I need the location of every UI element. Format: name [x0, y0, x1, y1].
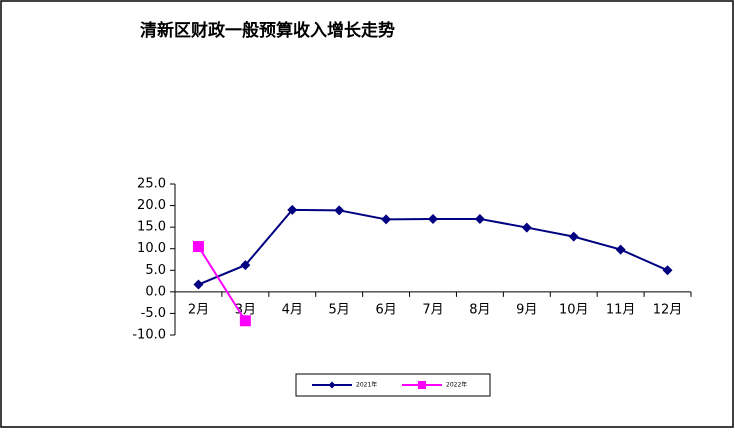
marker [193, 279, 204, 290]
x-tick-label: 10月 [559, 302, 589, 317]
marker [328, 381, 336, 389]
legend-label: 2022年 [446, 381, 467, 389]
marker [381, 214, 392, 225]
y-tick-label: 20.0 [137, 198, 166, 213]
chart-title: 清新区财政一般预算收入增长走势 [140, 20, 395, 41]
marker [287, 204, 298, 215]
x-tick-label: 5月 [329, 302, 350, 317]
y-tick-label: -10.0 [132, 328, 166, 343]
marker [428, 213, 438, 224]
y-tick-label: -5.0 [141, 306, 166, 321]
x-tick-label: 2月 [188, 302, 209, 317]
marker [662, 265, 673, 276]
y-tick-label: 15.0 [137, 220, 166, 235]
y-tick-label: 10.0 [137, 241, 166, 256]
marker [615, 244, 626, 255]
y-tick-label: 5.0 [145, 263, 166, 278]
marker [240, 260, 251, 271]
x-tick-label: 12月 [653, 302, 683, 317]
x-tick-label: 9月 [516, 302, 537, 317]
x-tick-label: 7月 [422, 302, 443, 317]
marker [334, 205, 345, 216]
y-tick-label: 0.0 [145, 284, 166, 299]
y-tick-label: 25.0 [137, 177, 166, 192]
marker [474, 213, 485, 224]
marker [239, 315, 251, 327]
marker [568, 231, 579, 242]
series-line [197, 246, 247, 322]
x-tick-label: 11月 [606, 302, 636, 317]
x-tick-label: 4月 [282, 302, 303, 317]
x-tick-label: 8月 [469, 302, 490, 317]
marker [418, 381, 426, 389]
x-tick-label: 6月 [375, 302, 396, 317]
marker [192, 241, 204, 253]
marker [521, 222, 532, 233]
legend-box [295, 373, 491, 397]
legend-label: 2021年 [356, 381, 377, 389]
